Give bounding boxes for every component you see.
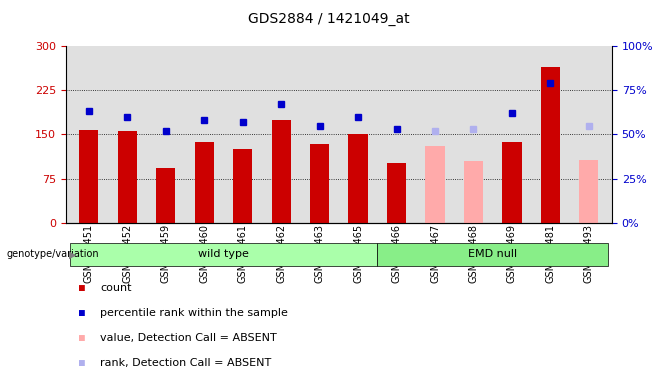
Text: ▶: ▶ [69, 249, 76, 260]
Bar [70, 243, 377, 266]
Bar [118, 131, 137, 223]
Bar [156, 168, 176, 223]
Text: rank, Detection Call = ABSENT: rank, Detection Call = ABSENT [100, 358, 271, 368]
Bar [233, 149, 252, 223]
Bar [195, 142, 214, 223]
Bar [272, 120, 291, 223]
Bar [464, 161, 483, 223]
Bar [79, 130, 99, 223]
Bar [310, 144, 329, 223]
Bar [387, 163, 406, 223]
Bar [502, 142, 522, 223]
Text: genotype/variation: genotype/variation [7, 249, 99, 260]
Bar [541, 67, 560, 223]
Bar [377, 243, 608, 266]
Text: value, Detection Call = ABSENT: value, Detection Call = ABSENT [100, 333, 277, 343]
Text: ■: ■ [79, 283, 85, 293]
Text: ■: ■ [79, 308, 85, 318]
Text: GDS2884 / 1421049_at: GDS2884 / 1421049_at [248, 12, 410, 25]
Bar [426, 146, 445, 223]
Text: EMD null: EMD null [468, 249, 517, 259]
Bar [349, 134, 368, 223]
Text: ■: ■ [79, 333, 85, 343]
Bar [579, 160, 599, 223]
Text: percentile rank within the sample: percentile rank within the sample [100, 308, 288, 318]
Text: ■: ■ [79, 358, 85, 368]
Text: count: count [100, 283, 132, 293]
Text: wild type: wild type [198, 249, 249, 259]
